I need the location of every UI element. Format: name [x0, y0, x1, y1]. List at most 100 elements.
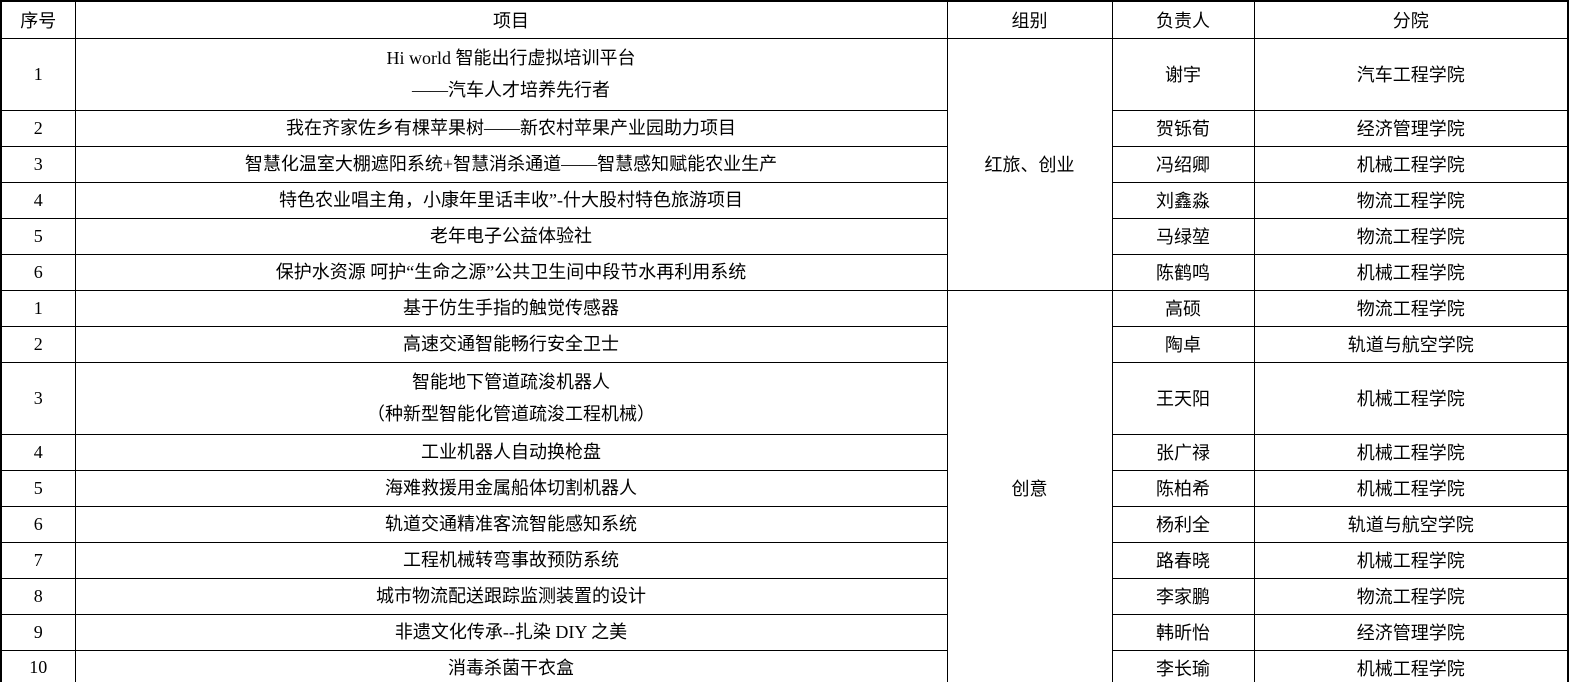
table-row: 4 特色农业唱主角，小康年里话丰收”-什大股村特色旅游项目 刘鑫淼 物流工程学院	[0, 181, 1569, 219]
table-row: 6 保护水资源 呵护“生命之源”公共卫生间中段节水再利用系统 陈鹤鸣 机械工程学院	[0, 253, 1569, 291]
project-line: 海难救援用金属船体切割机器人	[385, 478, 637, 498]
project-line: 老年电子公益体验社	[430, 226, 592, 246]
serial-number-cell: 4	[0, 181, 76, 219]
serial-number-cell: 5	[0, 469, 76, 507]
project-line: 轨道交通精准客流智能感知系统	[385, 514, 637, 534]
college-cell: 机械工程学院	[1253, 469, 1569, 507]
college-cell: 机械工程学院	[1253, 253, 1569, 291]
project-cell: 基于仿生手指的触觉传感器	[74, 289, 948, 327]
college-cell: 机械工程学院	[1253, 541, 1569, 579]
project-line: 非遗文化传承--扎染 DIY 之美	[394, 622, 628, 642]
college-cell: 轨道与航空学院	[1253, 505, 1569, 543]
header-project: 项目	[74, 0, 948, 39]
project-line: 消毒杀菌干衣盒	[448, 657, 574, 678]
project-cell: 老年电子公益体验社	[74, 217, 948, 255]
project-cell: 城市物流配送跟踪监测装置的设计	[74, 577, 948, 615]
project-cell: 消毒杀菌干衣盒	[74, 649, 948, 682]
serial-number-cell: 6	[0, 505, 76, 543]
college-cell: 物流工程学院	[1253, 577, 1569, 615]
college-cell: 经济管理学院	[1253, 613, 1569, 651]
serial-number-cell: 7	[0, 541, 76, 579]
project-cell: 轨道交通精准客流智能感知系统	[74, 505, 948, 543]
leader-cell: 张广禄	[1111, 433, 1255, 471]
project-cell: 保护水资源 呵护“生命之源”公共卫生间中段节水再利用系统	[74, 253, 948, 291]
project-line: 智能地下管道疏浚机器人	[412, 372, 610, 392]
project-line: 城市物流配送跟踪监测装置的设计	[376, 586, 646, 606]
leader-cell: 韩昕怡	[1111, 613, 1255, 651]
project-line: ——汽车人才培养先行者	[412, 80, 610, 100]
project-cell: 高速交通智能畅行安全卫士	[74, 325, 948, 363]
college-cell: 汽车工程学院	[1253, 37, 1569, 111]
project-cell: 特色农业唱主角，小康年里话丰收”-什大股村特色旅游项目	[74, 181, 948, 219]
project-cell: Hi world 智能出行虚拟培训平台 ——汽车人才培养先行者	[74, 37, 948, 111]
leader-cell: 陈柏希	[1111, 469, 1255, 507]
leader-cell: 李家鹏	[1111, 577, 1255, 615]
serial-number-cell: 5	[0, 217, 76, 255]
table-row: 2 高速交通智能畅行安全卫士 陶卓 轨道与航空学院	[0, 325, 1569, 363]
table-row: 3 智能地下管道疏浚机器人 （种新型智能化管道疏浚工程机械） 王天阳 机械工程学院	[0, 361, 1569, 435]
project-cell: 智慧化温室大棚遮阳系统+智慧消杀通道——智慧感知赋能农业生产	[74, 145, 948, 183]
college-cell: 机械工程学院	[1253, 145, 1569, 183]
serial-number-cell: 2	[0, 109, 76, 147]
serial-number-cell: 2	[0, 325, 76, 363]
project-line: 工业机器人自动换枪盘	[421, 442, 601, 462]
project-line: 工程机械转弯事故预防系统	[403, 550, 619, 570]
table-row: 1 Hi world 智能出行虚拟培训平台 ——汽车人才培养先行者 红旅、创业 谢宇 汽车…	[0, 37, 1569, 291]
college-cell: 轨道与航空学院	[1253, 325, 1569, 363]
project-cell: 工程机械转弯事故预防系统	[74, 541, 948, 579]
table-row: 6 轨道交通精准客流智能感知系统 杨利全 轨道与航空学院	[0, 505, 1569, 543]
college-cell: 物流工程学院	[1253, 181, 1569, 219]
project-cell: 非遗文化传承--扎染 DIY 之美	[74, 613, 948, 651]
project-cell: 我在齐家佐乡有棵苹果树——新农村苹果产业园助力项目	[74, 109, 948, 147]
table-body: 1 Hi world 智能出行虚拟培训平台 ——汽车人才培养先行者 红旅、创业 谢宇 汽车…	[0, 37, 1569, 682]
college-cell: 机械工程学院	[1253, 361, 1569, 435]
header-row: 序号 项目 组别 负责人 分院	[0, 0, 1569, 39]
group-cell: 创意	[946, 289, 1113, 682]
project-line: 保护水资源 呵护“生命之源”公共卫生间中段节水再利用系统	[275, 262, 747, 282]
serial-number-cell: 1	[0, 37, 76, 111]
leader-cell: 谢宇	[1111, 37, 1255, 111]
table-row: 3 智慧化温室大棚遮阳系统+智慧消杀通道——智慧感知赋能农业生产 冯绍卿 机械工程学院	[0, 145, 1569, 183]
leader-cell: 路春晓	[1111, 541, 1255, 579]
project-cell: 工业机器人自动换枪盘	[74, 433, 948, 471]
table-row: 4 工业机器人自动换枪盘 张广禄 机械工程学院	[0, 433, 1569, 471]
project-line: 我在齐家佐乡有棵苹果树——新农村苹果产业园助力项目	[286, 118, 736, 138]
leader-cell: 陶卓	[1111, 325, 1255, 363]
project-line: 特色农业唱主角，小康年里话丰收”-什大股村特色旅游项目	[279, 190, 743, 210]
table-row: 10 消毒杀菌干衣盒 李长瑜 机械工程学院	[0, 649, 1569, 682]
serial-number-cell: 4	[0, 433, 76, 471]
project-line: 智慧化温室大棚遮阳系统+智慧消杀通道——智慧感知赋能农业生产	[244, 154, 778, 174]
serial-number-cell: 3	[0, 361, 76, 435]
project-line: 基于仿生手指的触觉传感器	[403, 298, 619, 318]
project-cell: 海难救援用金属船体切割机器人	[74, 469, 948, 507]
serial-number-cell: 6	[0, 253, 76, 291]
serial-number-cell: 9	[0, 613, 76, 651]
college-cell: 物流工程学院	[1253, 289, 1569, 327]
leader-cell: 王天阳	[1111, 361, 1255, 435]
project-line: （种新型智能化管道疏浚工程机械）	[367, 404, 655, 424]
serial-number-cell: 1	[0, 289, 76, 327]
header-group: 组别	[946, 0, 1113, 39]
table-row: 8 城市物流配送跟踪监测装置的设计 李家鹏 物流工程学院	[0, 577, 1569, 615]
leader-cell: 刘鑫淼	[1111, 181, 1255, 219]
college-cell: 经济管理学院	[1253, 109, 1569, 147]
college-cell: 机械工程学院	[1253, 649, 1569, 682]
project-cell: 智能地下管道疏浚机器人 （种新型智能化管道疏浚工程机械）	[74, 361, 948, 435]
college-cell: 机械工程学院	[1253, 433, 1569, 471]
serial-number-cell: 8	[0, 577, 76, 615]
leader-cell: 冯绍卿	[1111, 145, 1255, 183]
table-row: 2 我在齐家佐乡有棵苹果树——新农村苹果产业园助力项目 贺铄荀 经济管理学院	[0, 109, 1569, 147]
table-row: 1 基于仿生手指的触觉传感器 创意 高硕 物流工程学院	[0, 289, 1569, 682]
serial-number-cell: 3	[0, 145, 76, 183]
header-leader: 负责人	[1111, 0, 1255, 39]
group-cell: 红旅、创业	[946, 37, 1113, 291]
project-line: Hi world 智能出行虚拟培训平台	[386, 48, 636, 68]
leader-cell: 贺铄荀	[1111, 109, 1255, 147]
leader-cell: 陈鹤鸣	[1111, 253, 1255, 291]
leader-cell: 马绿堃	[1111, 217, 1255, 255]
table-row: 5 老年电子公益体验社 马绿堃 物流工程学院	[0, 217, 1569, 255]
project-line: 高速交通智能畅行安全卫士	[403, 334, 619, 354]
table-row: 5 海难救援用金属船体切割机器人 陈柏希 机械工程学院	[0, 469, 1569, 507]
